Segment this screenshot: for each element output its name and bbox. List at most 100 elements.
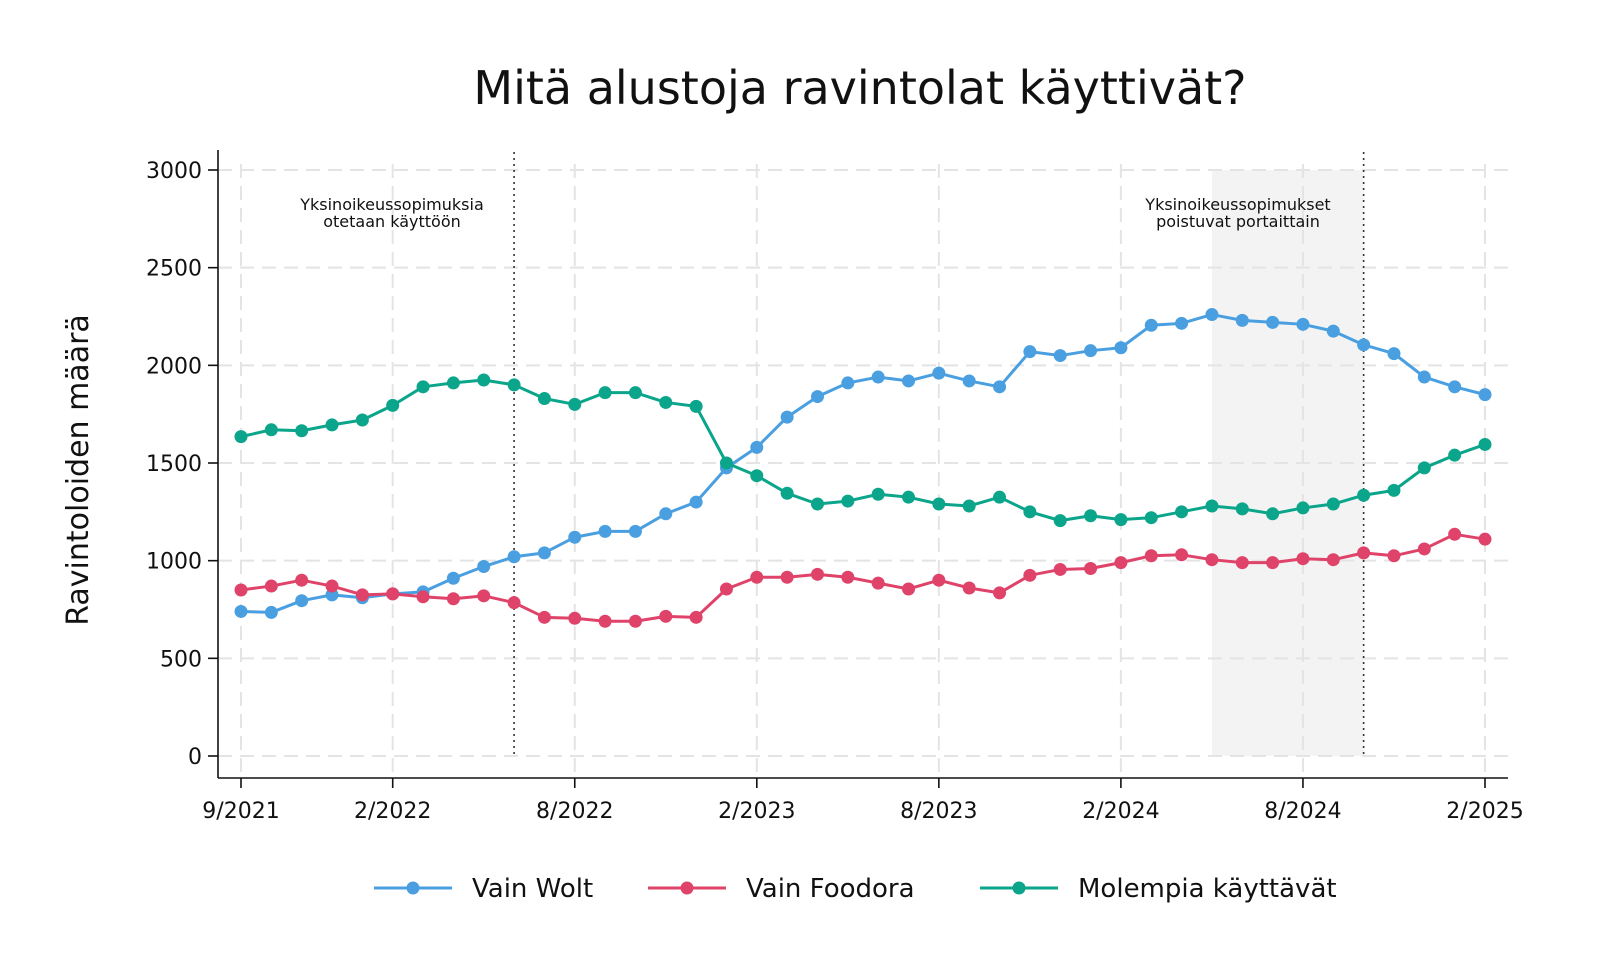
data-point xyxy=(537,610,551,624)
data-point xyxy=(264,579,278,593)
data-point xyxy=(962,374,976,388)
data-point xyxy=(1326,497,1340,511)
y-tick-label: 2000 xyxy=(146,354,202,379)
legend-label: Molempia käyttävät xyxy=(1078,874,1337,904)
y-tick-label: 1000 xyxy=(146,550,202,575)
data-point xyxy=(628,524,642,538)
data-point xyxy=(598,524,612,538)
data-point xyxy=(1114,513,1128,527)
data-point xyxy=(1175,316,1189,330)
data-point xyxy=(1235,556,1249,570)
data-point xyxy=(1296,552,1310,566)
x-tick-label: 2/2025 xyxy=(1446,799,1523,824)
chart-title: Mitä alustoja ravintolat käyttivät? xyxy=(473,61,1246,115)
data-point xyxy=(507,550,521,564)
data-point xyxy=(810,390,824,404)
data-point xyxy=(386,398,400,412)
data-point xyxy=(1205,308,1219,322)
data-point xyxy=(902,490,916,504)
data-point xyxy=(1448,380,1462,394)
data-point xyxy=(1175,505,1189,519)
series-layer xyxy=(234,308,1492,628)
data-point xyxy=(355,588,369,602)
data-point xyxy=(628,386,642,400)
data-point xyxy=(234,430,248,444)
grid-layer xyxy=(218,164,1508,778)
y-axis-label: Ravintoloiden määrä xyxy=(61,314,96,626)
annotation-left-line2: otetaan käyttöön xyxy=(323,212,461,231)
data-point xyxy=(932,366,946,380)
legend-label: Vain Wolt xyxy=(472,874,593,904)
x-tick-label: 8/2024 xyxy=(1264,799,1341,824)
data-point xyxy=(780,410,794,424)
data-point xyxy=(962,499,976,513)
data-point xyxy=(902,374,916,388)
data-point xyxy=(598,386,612,400)
legend-marker xyxy=(680,881,694,895)
data-point xyxy=(659,609,673,623)
data-point xyxy=(568,530,582,544)
legend: Vain Wolt Vain Foodora Molempia käyttävät xyxy=(374,874,1337,904)
data-point xyxy=(1417,461,1431,475)
data-point xyxy=(507,596,521,610)
data-point xyxy=(1417,370,1431,384)
axes: 0 500 1000 1500 2000 2500 3000 9/2021 2/2022 8/20… xyxy=(146,150,1524,824)
data-point xyxy=(871,576,885,590)
legend-marker xyxy=(1012,881,1026,895)
data-point xyxy=(1084,509,1098,523)
data-point xyxy=(1114,341,1128,355)
data-point xyxy=(295,594,309,608)
data-point xyxy=(871,370,885,384)
data-point xyxy=(1053,562,1067,576)
data-point xyxy=(810,567,824,581)
data-point xyxy=(1448,448,1462,462)
data-point xyxy=(719,582,733,596)
data-point xyxy=(1326,324,1340,338)
data-point xyxy=(659,507,673,521)
data-point xyxy=(416,380,430,394)
data-point xyxy=(993,380,1007,394)
data-point xyxy=(932,497,946,511)
data-point xyxy=(841,570,855,584)
data-point xyxy=(1053,349,1067,363)
data-point xyxy=(295,424,309,438)
x-tick-label: 8/2023 xyxy=(900,799,977,824)
x-tick-label: 2/2024 xyxy=(1082,799,1159,824)
data-point xyxy=(689,610,703,624)
data-point xyxy=(1326,553,1340,567)
data-point xyxy=(780,486,794,500)
data-point xyxy=(1084,561,1098,575)
data-point xyxy=(1023,568,1037,582)
data-point xyxy=(1205,499,1219,513)
data-point xyxy=(659,395,673,409)
data-point xyxy=(325,418,339,432)
data-point xyxy=(477,373,491,387)
data-point xyxy=(325,579,339,593)
data-point xyxy=(1175,548,1189,562)
data-point xyxy=(477,589,491,603)
data-point xyxy=(1357,488,1371,502)
data-point xyxy=(1144,511,1158,525)
data-point xyxy=(1266,556,1280,570)
data-point xyxy=(1266,507,1280,521)
x-tick-label: 9/2021 xyxy=(202,799,279,824)
data-point xyxy=(234,604,248,618)
legend-label: Vain Foodora xyxy=(746,874,915,904)
data-point xyxy=(628,614,642,628)
data-point xyxy=(1357,546,1371,560)
data-point xyxy=(598,614,612,628)
annotation-left-line1: Yksinoikeussopimuksia xyxy=(299,195,484,214)
data-point xyxy=(568,611,582,625)
data-point xyxy=(962,581,976,595)
y-tick-label: 2500 xyxy=(146,257,202,282)
data-point xyxy=(719,456,733,470)
data-point xyxy=(1387,347,1401,361)
data-point xyxy=(1084,344,1098,358)
data-point xyxy=(355,413,369,427)
data-point xyxy=(750,469,764,483)
data-point xyxy=(537,392,551,406)
data-point xyxy=(1144,549,1158,563)
y-tick-label: 500 xyxy=(160,647,202,672)
data-point xyxy=(1235,502,1249,516)
